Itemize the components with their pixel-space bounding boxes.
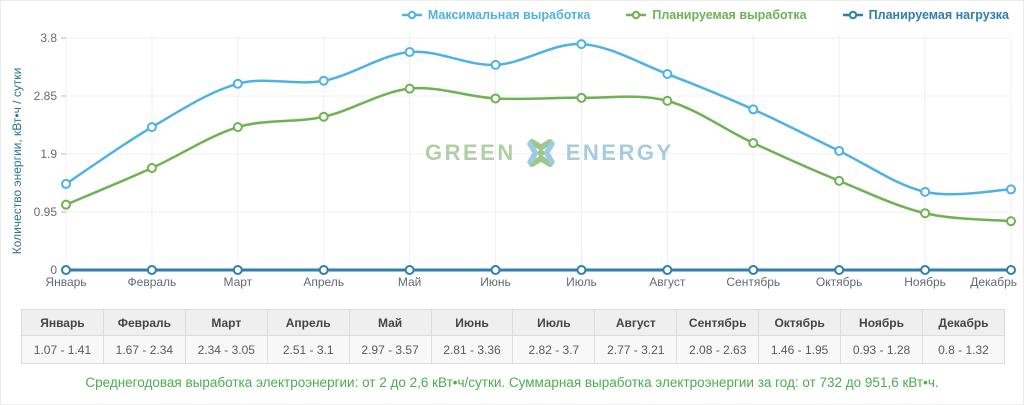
table-range-value: 2.97 - 3.57 [348,335,432,364]
series-line [64,42,1013,196]
table-range-value: 2.34 - 3.05 [184,335,268,364]
data-point-marker[interactable] [490,59,501,70]
data-point-marker[interactable] [834,175,845,186]
data-point-marker[interactable] [490,93,501,104]
legend-item-label: Планируемая нагрузка [868,8,1009,22]
y-tick-label: 3.8 [40,31,57,45]
data-point-marker[interactable] [404,47,415,58]
x-tick-label: Апрель [303,275,344,289]
energy-production-line-chart: 0 0.95 1.9 2.85 3.8 Количество энергии, кВт•ч… [10,31,1017,289]
data-point-marker[interactable] [1006,216,1016,227]
table-range-value: 0.8 - 1.32 [921,335,1006,364]
y-tick-label: 2.85 [34,89,58,103]
table-value-row: 1.07 - 1.41 1.67 - 2.34 2.34 - 3.05 2.51 - … [21,335,1006,364]
x-tick-label: Август [649,275,686,289]
data-point-marker[interactable] [61,178,71,189]
monthly-range-table: Январь Февраль Март Апрель Май Июнь Июль Август… [21,309,1006,364]
table-header-row: Январь Февраль Март Апрель Май Июнь Июль Август… [21,309,1006,336]
data-point-marker[interactable] [662,95,673,106]
legend-item-label: Планируемая выработка [652,8,807,22]
table-range-value: 2.77 - 3.21 [594,335,678,364]
table-month-header: Июнь [430,309,514,336]
table-month-header: Декабрь [921,309,1006,336]
data-point-marker[interactable] [232,122,243,133]
data-point-marker[interactable] [318,265,329,275]
data-point-marker[interactable] [146,163,157,174]
y-axis-title: Количество энергии, кВт•ч / сутки [10,68,24,255]
x-tick-label: Январь [45,275,86,289]
data-point-marker[interactable] [748,138,759,149]
legend-item-max-production[interactable]: Максимальная выработка [401,8,591,22]
x-tick-label: Декабрь [970,275,1017,289]
x-tick-label: Июль [566,275,597,289]
table-month-header: Август [594,309,678,336]
data-point-marker[interactable] [61,265,71,275]
data-point-marker[interactable] [748,265,759,275]
data-point-marker[interactable] [232,78,243,89]
data-point-marker[interactable] [490,265,501,275]
data-point-marker[interactable] [834,145,845,156]
table-month-header: Июль [512,309,596,336]
table-month-header: Октябрь [758,309,842,336]
data-point-marker[interactable] [748,104,759,115]
table-range-value: 1.07 - 1.41 [21,335,104,364]
table-range-value: 1.46 - 1.95 [758,335,842,364]
data-point-marker[interactable] [404,83,415,94]
table-range-value: 2.08 - 2.63 [676,335,760,364]
table-month-header: Апрель [266,309,350,336]
summary-text: Среднегодовая выработка электроэнергии: … [85,375,939,390]
x-tick-label: Март [223,275,252,289]
legend-item-label: Максимальная выработка [427,8,591,22]
data-point-marker[interactable] [61,199,71,210]
y-tick-label: 0 [50,263,57,277]
table-range-value: 0.93 - 1.28 [840,335,923,364]
legend-line-marker-icon [842,10,863,20]
data-point-marker[interactable] [404,265,415,275]
table-month-header: Ноябрь [840,309,923,336]
x-tick-label: Февраль [128,275,177,289]
table-month-header: Январь [21,309,104,336]
legend-item-planned-load[interactable]: Планируемая нагрузка [842,8,1009,22]
data-point-marker[interactable] [920,186,931,197]
data-point-marker[interactable] [834,265,845,275]
table-month-header: Май [348,309,432,336]
series-line [64,86,1013,223]
table-month-header: Сентябрь [676,309,760,336]
data-point-marker[interactable] [318,111,329,122]
data-point-marker[interactable] [576,265,587,275]
table-month-header: Март [184,309,268,336]
table-range-value: 2.81 - 3.36 [430,335,514,364]
y-tick-label: 0.95 [34,205,58,219]
data-point-marker[interactable] [146,122,157,133]
legend-line-marker-icon [626,10,647,20]
x-tick-label: Сентябрь [726,275,780,289]
table-range-value: 1.67 - 2.34 [102,335,186,364]
x-tick-label: Май [398,275,422,289]
legend-line-marker-icon [401,10,422,20]
x-tick-label: Ноябрь [904,275,946,289]
legend-item-planned-production[interactable]: Планируемая выработка [626,8,807,22]
data-point-marker[interactable] [920,208,931,219]
data-point-marker[interactable] [1006,184,1016,195]
data-point-marker[interactable] [920,265,931,275]
data-point-marker[interactable] [576,92,587,103]
data-point-marker[interactable] [576,39,587,50]
x-tick-label: Июнь [480,275,511,289]
monthly-range-table-wrap: Январь Февраль Март Апрель Май Июнь Июль Август… [21,309,1006,364]
data-point-marker[interactable] [146,265,157,275]
table-range-value: 2.82 - 3.7 [512,335,596,364]
data-point-marker[interactable] [318,75,329,86]
data-point-marker[interactable] [662,69,673,80]
data-point-marker[interactable] [662,265,673,275]
chart-legend: Максимальная выработка Планируемая выраб… [401,8,1009,22]
data-point-marker[interactable] [232,265,243,275]
table-month-header: Февраль [102,309,186,336]
table-range-value: 2.51 - 3.1 [266,335,350,364]
y-tick-label: 1.9 [40,147,57,161]
x-tick-label: Октябрь [816,275,863,289]
data-point-marker[interactable] [1006,265,1016,275]
